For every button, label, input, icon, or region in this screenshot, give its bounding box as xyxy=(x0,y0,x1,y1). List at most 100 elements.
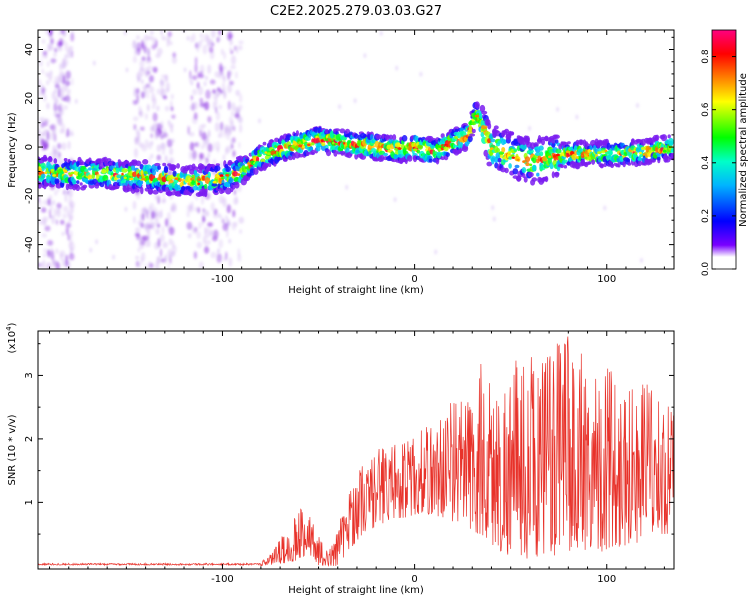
heatmap-noise-cell xyxy=(41,233,47,238)
heatmap-peak-cell xyxy=(307,143,311,147)
heatmap-ridge-cell xyxy=(579,139,583,145)
heatmap-noise-cell xyxy=(40,262,43,268)
heatmap-noise-cell xyxy=(51,91,56,100)
heatmap-noise-cell xyxy=(154,261,159,269)
heatmap-noise-cell xyxy=(61,231,65,236)
heatmap-noise-cell xyxy=(207,131,211,137)
heatmap-peak-cell xyxy=(174,177,179,180)
heatmap-noise-cell xyxy=(140,108,143,116)
heatmap-noise-cell xyxy=(170,100,173,110)
heatmap-noise-cell xyxy=(162,241,168,249)
heatmap-noise-cell xyxy=(207,152,211,158)
heatmap-noise-cell xyxy=(54,190,58,196)
heatmap-noise-cell xyxy=(59,62,66,69)
heatmap-noise-cell xyxy=(132,116,139,122)
heatmap-noise-cell xyxy=(149,221,155,229)
heatmap-noise-cell xyxy=(171,56,177,64)
heatmap-ridge-cell xyxy=(380,154,385,162)
heatmap-ridge-cell xyxy=(138,180,142,188)
colorbar-tick-label: 0.2 xyxy=(701,209,711,223)
heatmap-noise-cell xyxy=(47,240,54,246)
heatmap-noise-cell xyxy=(191,75,198,81)
heatmap-noise-cell xyxy=(218,70,222,80)
heatmap-ridge-cell xyxy=(369,134,374,141)
heatmap-noise-cell xyxy=(201,212,205,220)
heatmap-ridge-cell xyxy=(333,149,338,157)
heatmap-noise-cell xyxy=(154,122,159,127)
heatmap-noise-cell xyxy=(204,246,210,254)
heatmap-ridge-cell xyxy=(310,149,316,156)
heatmap-noise-cell xyxy=(51,215,56,225)
heatmap-noise-cell xyxy=(40,132,46,137)
heatmap-noise-cell xyxy=(218,36,222,42)
heatmap-ridge-cell xyxy=(40,162,46,169)
heatmap-ridge-cell xyxy=(532,164,537,171)
heatmap-noise-cell xyxy=(42,199,49,206)
heatmap-peak-cell xyxy=(489,147,494,150)
heatmap-noise-cell xyxy=(603,205,607,211)
heatmap-noise-cell xyxy=(65,227,70,236)
heatmap-noise-cell xyxy=(163,128,167,138)
heatmap-peak-cell xyxy=(511,156,515,159)
heatmap-noise-cell xyxy=(230,55,237,65)
heatmap-noise-cell xyxy=(228,257,233,267)
heatmap-ridge-cell xyxy=(151,169,156,176)
heatmap-noise-cell xyxy=(230,102,236,111)
heatmap-noise-cell xyxy=(55,113,58,119)
snr-xlabel: Height of straight line (km) xyxy=(288,585,424,596)
heatmap-noise-cell xyxy=(230,143,234,150)
heatmap-noise-cell xyxy=(66,96,70,102)
heatmap-ridge-cell xyxy=(534,152,541,156)
figure-title: C2E2.2025.279.03.03.G27 xyxy=(270,4,442,19)
heatmap-noise-cell xyxy=(46,102,50,110)
heatmap-noise-cell xyxy=(227,100,231,111)
heatmap-noise-cell xyxy=(138,261,141,269)
heatmap-noise-cell xyxy=(196,81,200,90)
heatmap-noise-cell xyxy=(44,138,49,144)
heatmap-noise-cell xyxy=(214,122,220,132)
heatmap-noise-cell xyxy=(57,46,63,52)
snr-ytick-label: 2 xyxy=(24,436,35,442)
heatmap-noise-cell xyxy=(207,116,212,123)
heatmap-ridge-cell xyxy=(656,156,661,161)
heatmap-noise-cell xyxy=(123,30,127,36)
heatmap-peak-cell xyxy=(546,153,551,156)
heatmap-peak-cell xyxy=(642,153,646,156)
heatmap-noise-cell xyxy=(171,123,174,134)
heatmap-noise-cell xyxy=(199,33,204,38)
heatmap-noise-cell xyxy=(45,30,50,35)
heatmap-ridge-cell xyxy=(388,134,394,140)
heatmap-ridge-cell xyxy=(513,148,518,152)
heatmap-noise-cell xyxy=(54,88,57,94)
heatmap-ridge-cell xyxy=(574,150,578,156)
heatmap-ridge-cell xyxy=(550,137,557,144)
heatmap-peak-cell xyxy=(522,160,526,163)
heatmap-ridge-cell xyxy=(140,186,144,195)
heatmap-noise-cell xyxy=(144,139,149,148)
heatmap-noise-cell xyxy=(45,216,49,222)
heatmap-ridge-cell xyxy=(211,183,218,187)
heatmap-noise-cell xyxy=(48,133,51,141)
heatmap-ridge-cell xyxy=(454,128,459,133)
heatmap-peak-cell xyxy=(334,142,338,146)
heatmap-noise-cell xyxy=(50,201,53,211)
heatmap-ridge-cell xyxy=(467,135,473,143)
heatmap-ridge-cell xyxy=(325,149,332,157)
snr-panel: -100 0 100 1 2 3 Height of straight line (km)… xyxy=(5,322,675,596)
spectrogram-ytick-label: -20 xyxy=(24,188,35,204)
heatmap-noise-cell xyxy=(41,207,47,213)
heatmap-ridge-cell xyxy=(277,156,283,161)
heatmap-noise-cell xyxy=(149,262,154,269)
heatmap-peak-cell xyxy=(639,151,642,155)
heatmap-ridge-cell xyxy=(481,110,488,115)
heatmap-peak-cell xyxy=(141,177,146,181)
heatmap-peak-cell xyxy=(555,153,560,157)
heatmap-ridge-cell xyxy=(121,168,128,173)
heatmap-noise-cell xyxy=(159,80,163,85)
heatmap-ridge-cell xyxy=(469,133,476,137)
heatmap-ridge-cell xyxy=(630,138,635,144)
spectrogram-xlabel: Height of straight line (km) xyxy=(288,285,424,296)
heatmap-ridge-cell xyxy=(637,160,642,167)
heatmap-noise-cell xyxy=(234,112,240,119)
heatmap-peak-cell xyxy=(44,171,48,175)
